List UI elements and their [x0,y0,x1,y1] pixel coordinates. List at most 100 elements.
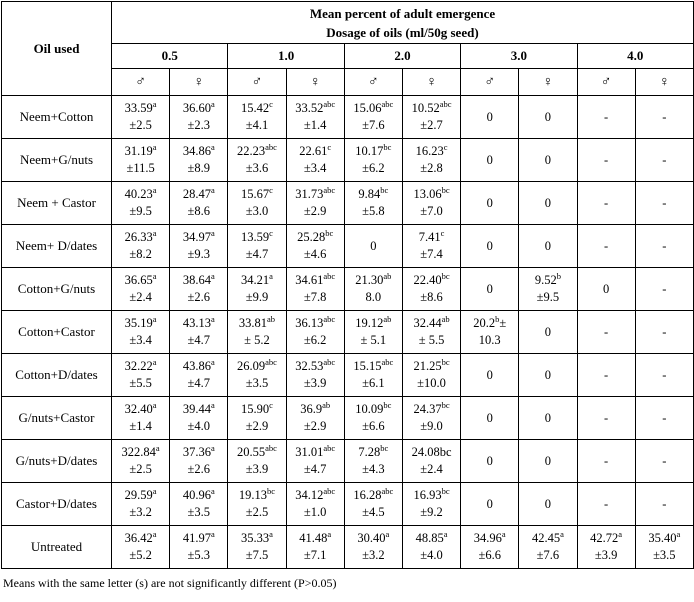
oil-label: G/nuts+Castor [1,396,112,440]
data-cell: 24.37bc ±9.0 [401,396,462,440]
mean-value: 0 [486,410,493,425]
table-row: G/nuts+D/dates 322.84a ±2.5 37.36a ±2.6 20.55… [1,439,694,483]
data-cell: 24.08bc ±2.4 [401,439,462,483]
data-cell: 38.64a ±2.6 [169,267,229,311]
mean-value: - [662,238,667,253]
data-cell: 0 [518,310,578,354]
significance-letter: abc [265,141,277,152]
data-cell: - [634,138,694,182]
significance-letter: a [152,356,157,367]
data-cell: - [634,267,694,311]
data-cell: 36.65a ±2.4 [110,267,171,311]
std-error: ±3.9 [245,462,269,476]
table-row: Cotton+G/nuts 36.65a ±2.4 38.64a ±2.6 34.21a ±… [1,267,694,311]
mean-value: 0 [486,496,493,511]
std-error: ±3.4 [129,333,152,347]
mean-value: 36.9ab [300,399,331,416]
mean-value: 19.12ab [355,313,392,330]
data-cell: 15.42c ±4.1 [227,95,287,139]
data-cell: - [634,310,694,354]
data-cell: 42.72a ±3.9 [576,525,636,569]
mean-value: 13.06bc [413,184,450,201]
mean-value: 36.60a [182,98,215,115]
significance-letter: a [152,141,157,152]
mean-value: 0 [544,238,552,253]
data-cell: 32.22a ±5.5 [110,353,171,397]
mean-value: 322.84a [121,442,160,459]
significance-letter: a [152,270,157,281]
male-symbol-icon: ♂ [576,68,636,96]
mean-value: 38.64a [182,270,215,287]
std-error: ±8.2 [129,247,152,261]
mean-value: 41.48a [299,528,332,545]
mean-value: - [662,496,667,511]
significance-letter: bc [441,270,450,281]
male-symbol-icon: ♂ [110,68,171,96]
data-cell: 19.13bc ±2.5 [227,482,287,526]
mean-value: - [604,152,609,167]
oil-label: Neem + Castor [1,181,112,225]
mean-value: - [662,281,667,296]
data-cell: 20.2b± 10.3 [460,310,520,354]
std-error: ±3.5 [653,548,676,562]
mean-value: 48.85a [415,528,448,545]
data-cell: 0 [518,353,578,397]
female-symbol-icon: ♀ [634,68,694,96]
data-cell: 0 [518,181,578,225]
mean-value: 9.52b [534,270,561,287]
data-cell: 22.23abc ±3.6 [227,138,287,182]
table-title: Mean percent of adult emergence [309,5,496,21]
header-row-gender: ♂ ♀ ♂ ♀ ♂ ♀ ♂ ♀ ♂ ♀ [2,68,694,96]
std-error: ±5.2 [129,548,152,562]
significance-letter: a [152,98,157,109]
significance-letter: abc [323,485,336,496]
data-cell: 10.09bc ±6.6 [343,396,403,440]
significance-letter: abc [323,313,336,324]
data-cell: 32.53abc ±3.9 [285,353,345,397]
significance-letter: a [210,528,215,539]
mean-value: 34.97a [182,227,215,244]
std-error: ±9.9 [245,290,269,304]
data-cell: 35.19a ±3.4 [110,310,171,354]
mean-value: 13.59c [241,227,273,244]
significance-letter: abc [323,356,336,367]
dosage-header-4.0: 4.0 [576,43,694,69]
mean-value: 0 [486,152,493,167]
significance-letter: abc [323,442,336,453]
std-error: ±7.5 [245,548,269,562]
mean-value: - [604,109,609,124]
mean-value: 24.08bc [411,445,452,459]
data-cell: 31.01abc ±4.7 [285,439,345,483]
std-error: ±7.8 [303,290,327,304]
std-error: ±6.6 [478,548,501,562]
data-cell: 0 [460,396,520,440]
std-error: ±5.3 [187,548,211,562]
std-error: ±5.8 [362,204,385,218]
data-cell: 0 [460,224,520,268]
data-cell: - [634,95,694,139]
mean-value: 36.13abc [295,313,336,330]
mean-value: 28.47a [182,184,215,201]
std-error: ±9.2 [420,505,443,519]
table-row: Neem+ D/dates 26.33a ±8.2 34.97a ±9.3 13.59c ±… [1,224,694,268]
mean-value: - [662,410,667,425]
significance-letter: a [210,485,215,496]
significance-letter: a [210,98,215,109]
std-error: ±3.2 [129,505,152,519]
std-error: ±2.8 [420,161,443,175]
significance-letter: c [269,227,273,238]
data-cell: 36.60a ±2.3 [169,95,229,139]
significance-letter: a [676,528,681,539]
mean-value: 0 [544,410,552,425]
significance-letter: ab [322,399,331,410]
oil-label: Neem+ D/dates [1,224,112,268]
significance-letter: bc [441,399,450,410]
mean-value: 42.45a [531,528,564,545]
data-cell: 43.13a ±4.7 [169,310,229,354]
significance-letter: ab [267,313,276,324]
std-error: ±2.9 [303,419,327,433]
significance-letter: a [210,141,215,152]
significance-letter: a [210,270,215,281]
significance-letter: bc [383,141,392,152]
mean-value: 7.28bc [358,442,389,459]
